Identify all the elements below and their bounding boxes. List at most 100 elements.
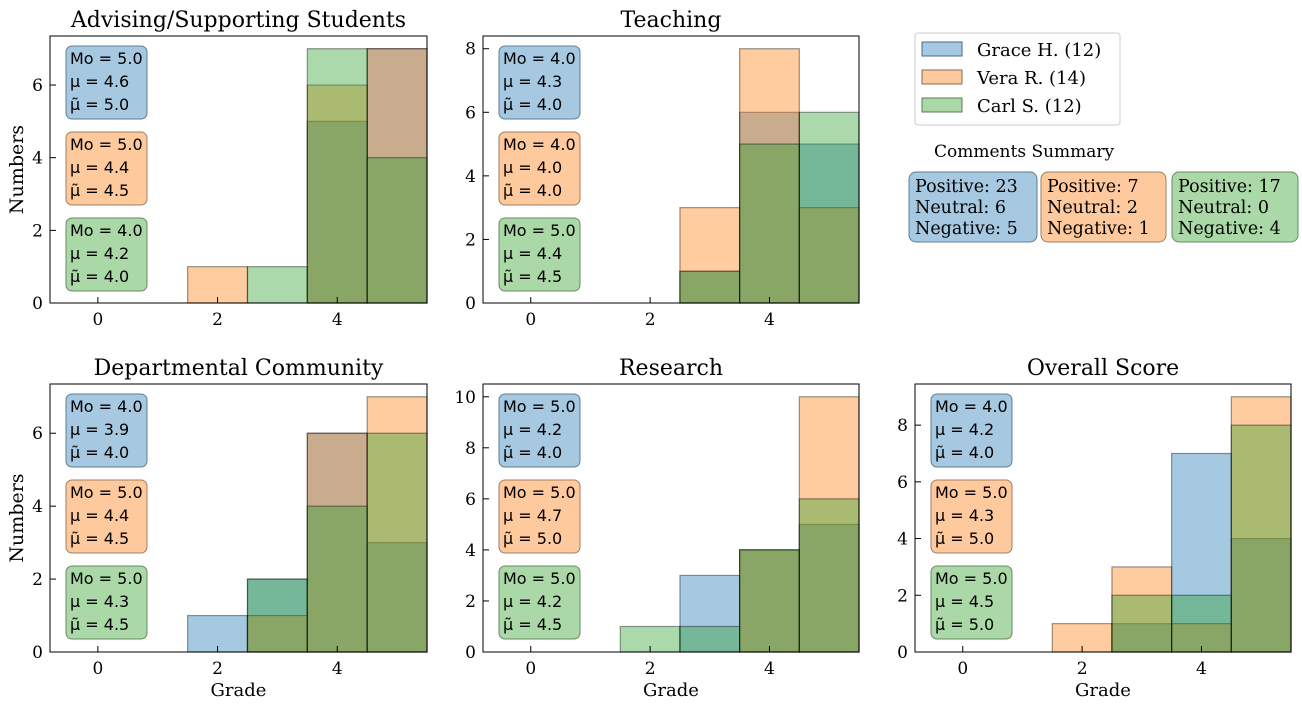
- x-tick-label: 2: [1077, 659, 1088, 679]
- stats-line: μ̃ = 4.0: [935, 443, 994, 462]
- y-tick-label: 0: [32, 294, 43, 314]
- stats-line: μ = 4.2: [503, 592, 562, 611]
- bar: [739, 549, 800, 653]
- stats-box: [498, 479, 581, 554]
- legend-label-carl: Carl S. (12): [977, 96, 1082, 117]
- stats-line: μ̃ = 4.0: [70, 443, 129, 462]
- y-tick-label: 2: [32, 570, 43, 590]
- stats-line: μ = 4.3: [503, 72, 562, 91]
- y-tick-label: 6: [465, 103, 476, 123]
- bar: [1230, 424, 1292, 653]
- comments-summary: Comments Summary Positive: 23 Neutral: 6…: [908, 142, 1299, 243]
- axes-frame: [49, 35, 428, 304]
- bar: [739, 48, 800, 304]
- bar: [306, 505, 368, 653]
- x-tick-label: 2: [645, 659, 656, 679]
- stats-line: Mo = 5.0: [935, 569, 1008, 588]
- stats-box: [65, 393, 148, 468]
- stats-line: μ̃ = 4.5: [70, 615, 129, 634]
- y-tick-label: 2: [897, 586, 908, 606]
- stats-box: [65, 131, 148, 206]
- chart-title: Departmental Community: [94, 356, 384, 381]
- stats-box: [498, 217, 581, 292]
- comments-vera-neutral: Neutral: 2: [1047, 198, 1138, 218]
- y-tick-label: 6: [32, 76, 43, 96]
- stats-line: μ̃ = 4.0: [503, 181, 562, 200]
- chart-panel-4: 0 2 4 0 2 4 6 8 10 Research Grade Mo = 5.0 μ = 4.2 μ̃…: [454, 356, 860, 701]
- x-axis-label: Grade: [1075, 680, 1131, 701]
- y-tick-label: 8: [465, 439, 476, 459]
- stats-line: μ = 4.2: [935, 420, 994, 439]
- stats-line: μ = 4.0: [503, 158, 562, 177]
- bar: [739, 143, 800, 304]
- stats-line: Mo = 5.0: [70, 483, 143, 502]
- comments-grace-neutral: Neutral: 6: [915, 198, 1006, 218]
- y-tick-label: 0: [465, 643, 476, 663]
- stats-box: [498, 45, 581, 120]
- stats-line: Mo = 4.0: [70, 221, 143, 240]
- legend-swatch-grace: [921, 41, 963, 57]
- bar: [366, 48, 428, 304]
- axes-frame: [49, 383, 428, 653]
- x-tick-label: 0: [525, 659, 536, 679]
- stats-line: μ̃ = 4.0: [503, 95, 562, 114]
- y-axis-label: Numbers: [6, 473, 28, 562]
- stats-line: Mo = 5.0: [503, 569, 576, 588]
- stats-line: Mo = 4.0: [503, 135, 576, 154]
- comments-vera-positive: Positive: 7: [1047, 177, 1139, 197]
- stats-line: μ̃ = 5.0: [935, 529, 994, 548]
- stats-box: [930, 565, 1013, 640]
- stats-line: μ = 4.4: [70, 158, 129, 177]
- stats-line: Mo = 5.0: [70, 135, 143, 154]
- y-tick-label: 8: [897, 416, 908, 436]
- chart-title: Teaching: [621, 8, 722, 33]
- bar: [1230, 537, 1292, 653]
- bar: [679, 625, 741, 653]
- bar: [679, 270, 741, 304]
- bar: [1171, 623, 1232, 653]
- bar: [366, 157, 428, 304]
- stats-box: [65, 565, 148, 640]
- y-tick-label: 8: [465, 40, 476, 60]
- stats-line: μ̃ = 4.5: [70, 181, 129, 200]
- bar: [1171, 452, 1232, 653]
- x-tick-label: 2: [212, 659, 223, 679]
- bar: [798, 498, 860, 653]
- bar: [246, 266, 308, 304]
- x-tick-label: 0: [525, 310, 536, 330]
- stats-line: μ = 3.9: [70, 420, 129, 439]
- axes-frame: [914, 383, 1292, 653]
- comments-box-grace: [908, 171, 1038, 243]
- y-tick-label: 4: [465, 541, 476, 561]
- bar: [798, 111, 860, 304]
- stats-box: [930, 479, 1013, 554]
- bar: [306, 84, 368, 304]
- comments-grace-negative: Negative: 5: [915, 219, 1018, 239]
- stats-line: μ̃ = 4.5: [70, 529, 129, 548]
- stats-line: Mo = 5.0: [503, 221, 576, 240]
- stats-line: μ = 4.7: [503, 506, 562, 525]
- x-tick-label: 4: [332, 659, 343, 679]
- stats-line: μ = 4.4: [503, 244, 562, 263]
- x-tick-label: 2: [212, 310, 223, 330]
- bar: [739, 111, 800, 304]
- y-tick-label: 10: [454, 388, 476, 408]
- chart-title: Advising/Supporting Students: [70, 8, 406, 33]
- x-axis-label: Grade: [211, 680, 267, 701]
- comments-grace-positive: Positive: 23: [915, 177, 1018, 197]
- stats-line: Mo = 5.0: [70, 569, 143, 588]
- comments-box-vera: [1040, 171, 1167, 243]
- chart-panel-1: 0 2 4 0 2 4 6 Advising/Supporting Students Numbe…: [6, 8, 428, 330]
- bar: [246, 578, 308, 653]
- chart-panels: 0 2 4 0 2 4 6 Advising/Supporting Students Numbe…: [6, 8, 1292, 701]
- stats-line: μ = 4.4: [70, 506, 129, 525]
- stats-line: Mo = 4.0: [935, 397, 1008, 416]
- bar: [679, 207, 741, 304]
- legend-swatch-vera: [921, 69, 963, 85]
- stats-box: [498, 565, 581, 640]
- chart-title: Research: [619, 356, 723, 381]
- y-axis-label: Numbers: [6, 125, 28, 214]
- stats-line: Mo = 4.0: [70, 397, 143, 416]
- bar: [739, 549, 800, 653]
- y-tick-label: 2: [465, 230, 476, 250]
